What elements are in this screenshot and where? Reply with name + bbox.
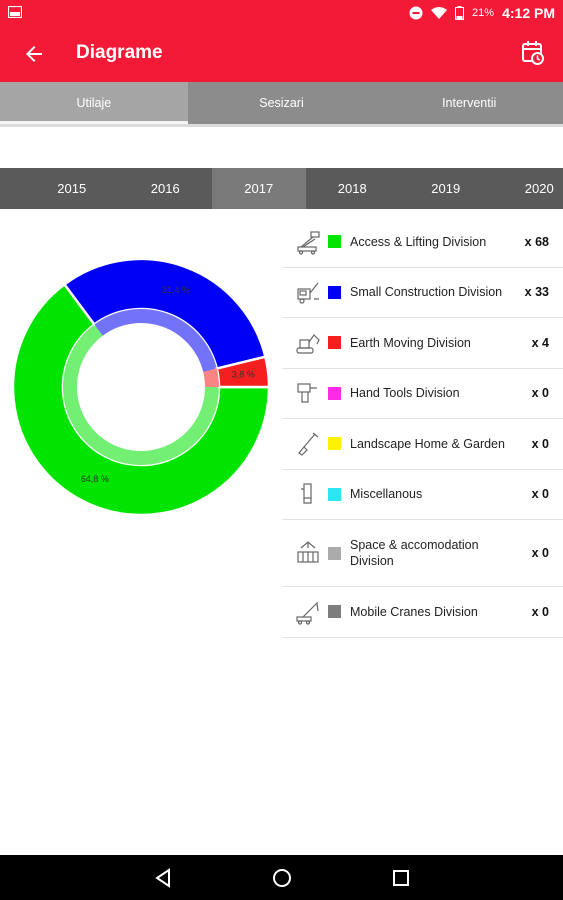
nav-back-icon[interactable] [152,867,174,889]
tab-utilaje[interactable]: Utilaje [0,82,188,124]
legend-swatch [328,336,341,350]
compactor-icon [297,282,319,304]
donut-chart[interactable]: 64,8 % 31,4 % 3,8 % [0,240,285,540]
legend-item-small-construction[interactable]: Small Construction Division x 33 [283,268,563,318]
legend-swatch [328,235,341,249]
legend-count: x 0 [531,386,549,401]
crane-icon [296,601,319,625]
legend-item-hand-tools[interactable]: Hand Tools Division x 0 [283,369,563,419]
year-2020[interactable]: 2020 [524,181,554,196]
legend-label: Access & Lifting Division [350,234,487,249]
legend-count: x 0 [531,487,549,502]
battery-percent: 21% [472,7,495,19]
legend-list: Access & Lifting Division x 68 Small Con… [283,217,563,638]
status-bar: 21% 4:12 PM [0,0,563,26]
clock: 4:12 PM [502,5,555,21]
legend-item-earth-moving[interactable]: Earth Moving Division x 4 [283,318,563,369]
navigation-bar [0,855,563,900]
legend-count: x 33 [524,285,549,300]
legend-item-access-lifting[interactable]: Access & Lifting Division x 68 [283,217,563,268]
legend-label: Landscape Home & Garden [350,436,505,451]
legend-label: Space & accomodation Division [350,538,479,568]
year-2017[interactable]: 2017 [212,168,306,209]
tab-bar: Utilaje Sesizari Interventii [0,82,563,124]
legend-count: x 0 [531,436,549,451]
legend-swatch [328,285,341,299]
legend-label: Miscellanous [350,487,423,502]
legend-label: Small Construction Division [350,285,503,300]
legend-count: x 0 [531,604,549,619]
legend-item-mobile-cranes[interactable]: Mobile Cranes Division x 0 [283,587,563,638]
legend-swatch [328,487,341,501]
legend-item-space-accomodation[interactable]: Space & accomodation Division x 0 [283,520,563,587]
nav-recents-icon[interactable] [390,867,412,889]
year-2018[interactable]: 2018 [337,181,367,196]
legend-swatch [328,437,341,451]
container-icon [297,541,319,563]
tab-sesizari[interactable]: Sesizari [259,96,304,110]
app-bar: Diagrame [0,26,563,82]
misc-tool-icon [301,483,312,504]
donut-label-small-construction-division: 31,4 % [162,285,190,295]
legend-count: x 0 [531,546,549,560]
legend-item-landscape[interactable]: Landscape Home & Garden x 0 [283,419,563,470]
power-tool-icon [297,383,317,403]
legend-label: Hand Tools Division [350,386,460,401]
calendar-clock-icon[interactable] [521,40,545,66]
donut-label-earth-moving-division: 3,8 % [232,370,255,380]
legend-count: x 68 [524,234,549,249]
legend-swatch [328,386,341,400]
image-icon [8,6,22,18]
donut-inner-ring-small-construction-division [94,309,217,372]
legend-label: Earth Moving Division [350,335,471,350]
year-2016[interactable]: 2016 [150,181,180,196]
donut-label-access-lifting-division: 64,8 % [81,474,109,484]
wifi-icon [431,6,448,19]
legend-swatch [328,546,341,560]
aerial-lift-icon [297,231,320,255]
legend-label: Mobile Cranes Division [350,604,478,619]
legend-count: x 4 [531,335,549,350]
year-selector: 2015 2016 2017 2018 2019 2020 [0,168,563,209]
year-2015[interactable]: 2015 [57,181,87,196]
donut-inner-ring-earth-moving-division [203,368,219,387]
legend-item-miscellaneous[interactable]: Miscellanous x 0 [283,470,563,520]
nav-home-icon[interactable] [271,867,293,889]
page-title: Diagrame [76,42,163,63]
tab-interventii[interactable]: Interventii [442,96,497,110]
year-2019[interactable]: 2019 [431,181,461,196]
do-not-disturb-icon [409,6,423,20]
shovel-icon [298,432,319,456]
excavator-icon [296,333,320,354]
arrow-left-icon[interactable] [22,42,46,66]
battery-icon [455,6,465,20]
tab-divider [0,124,563,127]
legend-swatch [328,605,341,619]
